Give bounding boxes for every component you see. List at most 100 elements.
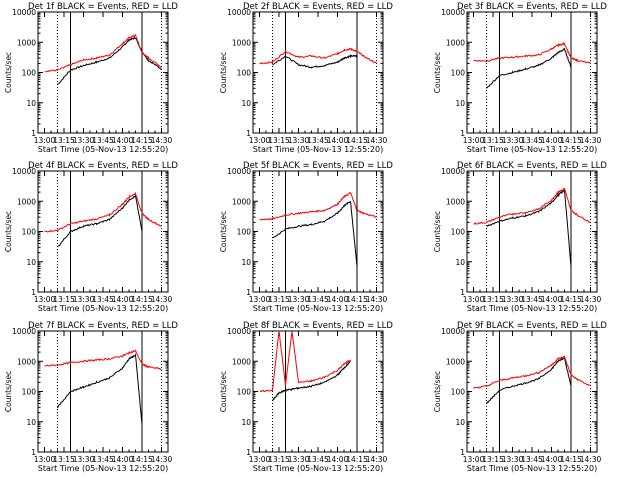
- chart-panel-4: Det 4f BLACK = Events, RED = LLD 1 10 100 10…: [4, 161, 178, 313]
- y-tick-label: 10000: [12, 8, 36, 17]
- series-events-line: [272, 54, 358, 69]
- x-axis-label: Start Time (05-Nov-13 12:55:20): [38, 464, 168, 473]
- x-tick-label: 14:00: [327, 455, 349, 464]
- x-tick-label: 13:00: [249, 295, 271, 304]
- y-axis-label: Counts/sec: [433, 211, 442, 252]
- y-tick-label: 1000: [17, 357, 36, 366]
- x-tick-label: 13:45: [307, 295, 329, 304]
- x-tick-label: 13:00: [34, 295, 56, 304]
- x-tick-label: 13:30: [502, 136, 524, 145]
- x-axis-label: Start Time (05-Nov-13 12:55:20): [38, 304, 168, 313]
- x-tick-label: 13:15: [53, 136, 75, 145]
- x-tick-label: 13:15: [482, 136, 504, 145]
- x-tick-label: 13:45: [307, 136, 329, 145]
- y-tick-label: 1000: [446, 357, 465, 366]
- chart-title: Det 4f BLACK = Events, RED = LLD: [28, 161, 178, 171]
- y-tick-label: 1: [31, 129, 36, 138]
- series-lld-line: [473, 187, 591, 225]
- y-axis-label: Counts/sec: [433, 371, 442, 412]
- series-lld-line: [259, 47, 377, 65]
- x-tick-label: 13:00: [249, 455, 271, 464]
- x-tick-label: 13:00: [249, 136, 271, 145]
- x-tick-label: 14:15: [346, 136, 368, 145]
- x-tick-label: 14:30: [151, 136, 173, 145]
- y-tick-label: 10000: [441, 8, 465, 17]
- y-tick-label: 10: [26, 418, 36, 427]
- x-tick-label: 14:00: [112, 295, 134, 304]
- y-tick-label: 1: [31, 288, 36, 297]
- y-tick-label: 100: [451, 228, 466, 237]
- series-events-line: [486, 355, 572, 405]
- y-tick-label: 100: [237, 69, 252, 78]
- x-tick-label: 14:15: [346, 295, 368, 304]
- y-axis-label: Counts/sec: [219, 52, 228, 93]
- x-axis-label: Start Time (05-Nov-13 12:55:20): [467, 145, 597, 154]
- x-tick-label: 13:30: [73, 295, 95, 304]
- x-tick-label: 14:15: [560, 295, 582, 304]
- series-events-line: [486, 189, 572, 267]
- x-tick-label: 13:45: [521, 136, 543, 145]
- x-axis-label: Start Time (05-Nov-13 12:55:20): [253, 145, 383, 154]
- y-tick-label: 100: [22, 69, 37, 78]
- y-tick-label: 100: [237, 388, 252, 397]
- chart-title: Det 9f BLACK = Events, RED = LLD: [457, 321, 607, 331]
- series-lld-line: [473, 356, 591, 389]
- x-tick-label: 13:30: [73, 455, 95, 464]
- x-tick-label: 14:00: [541, 136, 563, 145]
- y-tick-label: 10000: [227, 8, 251, 17]
- x-tick-label: 13:30: [288, 455, 310, 464]
- x-tick-label: 14:15: [560, 455, 582, 464]
- x-tick-label: 13:00: [463, 136, 485, 145]
- x-tick-label: 14:00: [112, 455, 134, 464]
- chart-panel-2: Det 2f BLACK = Events, RED = LLD 1 10 100 10…: [219, 2, 393, 154]
- chart-title: Det 6f BLACK = Events, RED = LLD: [457, 161, 607, 171]
- x-tick-label: 13:00: [463, 455, 485, 464]
- y-tick-label: 100: [451, 388, 466, 397]
- series-lld-line: [44, 349, 162, 371]
- x-axis-label: Start Time (05-Nov-13 12:55:20): [38, 145, 168, 154]
- x-tick-label: 13:30: [73, 136, 95, 145]
- y-tick-label: 10: [241, 99, 251, 108]
- y-axis-label: Counts/sec: [4, 211, 13, 252]
- x-tick-label: 13:45: [521, 295, 543, 304]
- x-tick-label: 13:15: [53, 295, 75, 304]
- series-lld-line: [44, 34, 162, 73]
- y-axis-label: Counts/sec: [219, 211, 228, 252]
- x-tick-label: 14:15: [131, 455, 153, 464]
- y-tick-label: 1: [31, 448, 36, 457]
- y-tick-label: 1000: [232, 197, 251, 206]
- y-tick-label: 10: [455, 258, 465, 267]
- x-tick-label: 13:00: [463, 295, 485, 304]
- chart-panel-5: Det 5f BLACK = Events, RED = LLD 1 10 100 10…: [219, 161, 393, 313]
- series-lld-line: [44, 191, 162, 233]
- x-tick-label: 14:30: [366, 136, 388, 145]
- y-axis-label: Counts/sec: [433, 52, 442, 93]
- y-axis-label: Counts/sec: [4, 52, 13, 93]
- series-lld-line: [473, 41, 591, 65]
- chart-title: Det 1f BLACK = Events, RED = LLD: [28, 2, 178, 12]
- x-tick-label: 14:15: [346, 455, 368, 464]
- chart-title: Det 7f BLACK = Events, RED = LLD: [28, 321, 178, 331]
- x-tick-label: 13:45: [92, 295, 114, 304]
- y-tick-label: 10000: [227, 327, 251, 336]
- y-tick-label: 10: [455, 99, 465, 108]
- x-tick-label: 13:15: [482, 295, 504, 304]
- x-tick-label: 14:30: [366, 295, 388, 304]
- x-tick-label: 13:15: [268, 455, 290, 464]
- y-tick-label: 1000: [232, 38, 251, 47]
- series-lld-line: [259, 330, 351, 393]
- x-axis-label: Start Time (05-Nov-13 12:55:20): [467, 464, 597, 473]
- x-tick-label: 14:30: [151, 455, 173, 464]
- y-tick-label: 10: [455, 418, 465, 427]
- y-tick-label: 100: [237, 228, 252, 237]
- y-tick-label: 10: [241, 258, 251, 267]
- x-tick-label: 13:00: [34, 455, 56, 464]
- y-tick-label: 1000: [446, 38, 465, 47]
- y-tick-label: 1000: [17, 197, 36, 206]
- y-tick-label: 100: [22, 228, 37, 237]
- x-tick-label: 14:00: [541, 455, 563, 464]
- y-tick-label: 1: [246, 448, 251, 457]
- x-tick-label: 14:00: [327, 136, 349, 145]
- series-events-line: [486, 48, 572, 89]
